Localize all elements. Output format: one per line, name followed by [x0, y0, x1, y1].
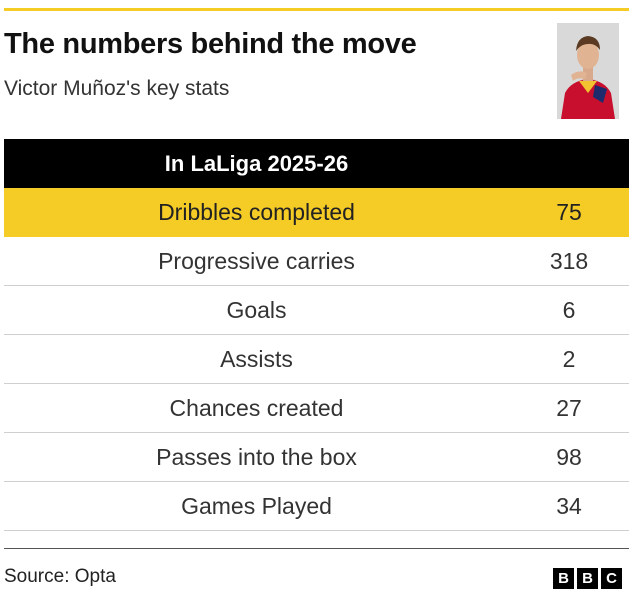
table-row: Passes into the box 98 [4, 433, 629, 482]
player-portrait [557, 23, 619, 119]
table-row: Dribbles completed 75 [4, 188, 629, 237]
table-header-label: In LaLiga 2025-26 [164, 150, 349, 176]
bbc-logo-letter: B [553, 568, 574, 589]
table-row: Goals 6 [4, 286, 629, 335]
player-portrait-image [557, 23, 619, 119]
table-row: Assists 2 [4, 335, 629, 384]
stat-value: 6 [562, 296, 576, 323]
table-row: Chances created 27 [4, 384, 629, 433]
stat-label: Games Played [181, 492, 332, 519]
footer-rule [4, 548, 629, 549]
stat-label: Chances created [169, 394, 344, 421]
stat-value: 34 [556, 492, 582, 519]
stat-label: Passes into the box [156, 443, 357, 470]
table-row: Games Played 34 [4, 482, 629, 531]
stat-value: 27 [556, 394, 582, 421]
stats-table: In LaLiga 2025-26 Dribbles completed 75 Pr… [4, 139, 629, 531]
stat-value: 98 [556, 443, 582, 470]
bbc-logo-letter: C [601, 568, 622, 589]
bbc-logo: B B C [553, 568, 622, 589]
stat-label: Dribbles completed [158, 199, 355, 225]
page-subtitle: Victor Muñoz's key stats [4, 77, 230, 100]
stat-label: Assists [220, 345, 293, 372]
page-title: The numbers behind the move [4, 28, 417, 60]
stat-label: Goals [226, 296, 287, 323]
top-accent-rule [4, 8, 629, 11]
table-header-row: In LaLiga 2025-26 [4, 139, 629, 188]
bbc-logo-letter: B [577, 568, 598, 589]
source-note: Source: Opta [4, 566, 116, 587]
stat-value: 75 [556, 199, 582, 225]
table-row: Progressive carries 318 [4, 237, 629, 286]
stat-value: 318 [549, 247, 589, 274]
stat-value: 2 [562, 345, 576, 372]
stat-label: Progressive carries [158, 247, 355, 274]
